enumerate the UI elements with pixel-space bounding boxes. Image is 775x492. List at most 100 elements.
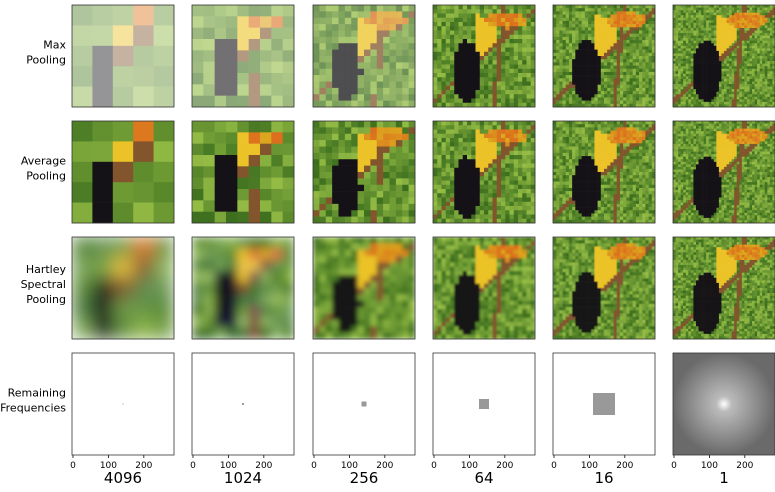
pixel <box>72 182 93 203</box>
pixel <box>604 27 608 31</box>
pixel <box>701 53 704 57</box>
pixel <box>553 159 557 163</box>
pixel <box>501 9 506 14</box>
pixel <box>588 36 592 41</box>
pixel <box>351 75 358 82</box>
pixel <box>695 86 699 90</box>
pixel <box>248 166 261 178</box>
pixel <box>389 152 397 160</box>
pixel <box>351 178 358 186</box>
pixel <box>578 8 582 12</box>
pixel <box>594 33 598 38</box>
pixel <box>562 133 567 138</box>
pixel <box>711 89 715 92</box>
pixel <box>488 138 493 143</box>
pixel <box>752 71 755 75</box>
pixel <box>619 43 624 47</box>
pixel <box>588 14 592 19</box>
pixel <box>604 56 608 60</box>
pixel <box>133 66 154 87</box>
pixel <box>471 201 476 207</box>
pixel <box>749 38 753 41</box>
pixel <box>726 89 730 92</box>
image-panel <box>71 120 175 224</box>
pixel <box>445 133 451 139</box>
pixel <box>610 124 614 128</box>
pixel <box>619 65 624 70</box>
pixel <box>613 156 618 160</box>
pixel <box>683 43 687 47</box>
pixel <box>721 38 725 41</box>
pixel <box>623 33 627 38</box>
pixel <box>492 51 498 57</box>
pixel <box>613 100 618 105</box>
pixel <box>762 71 766 75</box>
pixel <box>450 214 455 220</box>
pixel <box>642 100 646 105</box>
pixel <box>588 59 592 63</box>
pixel <box>581 17 586 22</box>
pixel <box>475 85 481 91</box>
pixel <box>437 155 442 160</box>
pixel <box>635 36 640 41</box>
pixel <box>731 76 735 80</box>
pixel <box>613 91 618 95</box>
pixel <box>693 76 697 80</box>
pixel <box>683 61 687 64</box>
pixel <box>522 81 527 87</box>
pixel <box>559 27 563 31</box>
pixel <box>214 61 227 74</box>
pixel <box>675 56 679 59</box>
pixel <box>754 61 758 64</box>
pixel <box>619 91 624 95</box>
pixel <box>673 101 676 105</box>
pixel <box>364 100 371 108</box>
pixel <box>604 11 608 15</box>
pixel <box>530 159 536 164</box>
pixel <box>572 100 576 105</box>
pixel <box>357 56 365 63</box>
pixel <box>445 197 451 203</box>
pixel <box>754 22 758 26</box>
pixel <box>648 159 653 163</box>
pixel <box>746 17 750 21</box>
pixel <box>695 50 699 54</box>
pixel <box>739 27 743 31</box>
pixel <box>706 12 709 16</box>
pixel <box>553 5 557 9</box>
pixel <box>749 81 753 85</box>
pixel <box>376 81 384 89</box>
pixel <box>370 121 378 128</box>
pixel <box>370 36 378 44</box>
pixel <box>604 8 608 12</box>
pixel <box>632 162 637 166</box>
pixel <box>642 17 646 22</box>
pixel <box>370 68 378 76</box>
pixel <box>203 16 215 28</box>
pixel <box>721 53 725 57</box>
pixel <box>746 91 750 95</box>
pixel <box>588 71 592 76</box>
pixel <box>513 214 519 220</box>
pixel <box>708 50 712 54</box>
pixel <box>370 159 378 166</box>
pixel <box>698 89 702 92</box>
pixel <box>518 90 523 95</box>
pixel <box>754 58 758 62</box>
pixel <box>479 90 485 95</box>
pixel <box>565 103 570 108</box>
pixel <box>437 13 442 19</box>
pixel <box>454 176 459 181</box>
pixel <box>437 94 442 99</box>
pixel <box>734 45 738 49</box>
pixel <box>450 206 455 211</box>
pixel <box>698 71 702 75</box>
pixel <box>604 36 608 41</box>
pixel <box>488 64 493 70</box>
pixel <box>72 86 93 108</box>
pixel <box>752 33 755 36</box>
pixel <box>759 76 763 80</box>
pixel <box>332 87 339 95</box>
pixel <box>744 50 748 54</box>
pixel <box>475 184 481 190</box>
